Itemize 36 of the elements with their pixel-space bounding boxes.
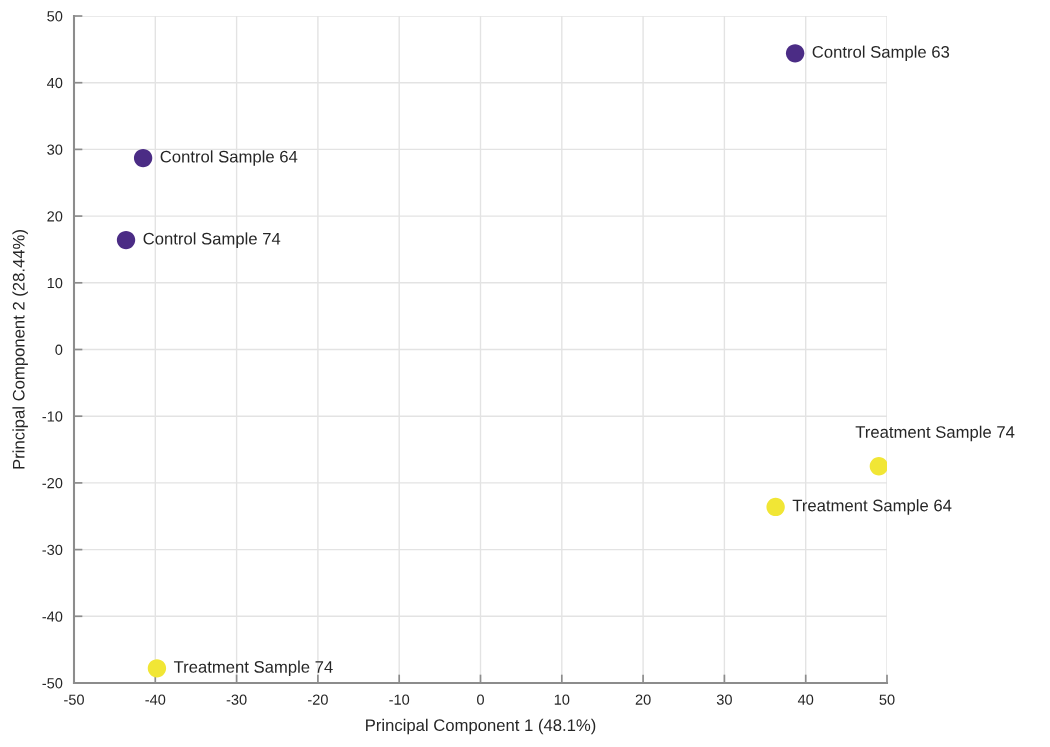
x-tick-label: -10: [389, 694, 410, 705]
x-tick-label: 30: [716, 694, 732, 705]
point: [147, 659, 167, 678]
annotation: Treatment Sample 74: [855, 425, 1015, 442]
x-tick-label: 0: [477, 694, 484, 705]
annotation: Treatment Sample 64: [792, 499, 952, 515]
x-tick-label: 50: [879, 694, 895, 705]
x-tick-label: -20: [308, 694, 328, 705]
annotation: Control Sample 74: [143, 232, 281, 248]
y-tick-label: 50: [47, 11, 63, 22]
y-tick-label: -40: [42, 611, 63, 622]
y-tick-label: 0: [55, 344, 63, 355]
x-tick-label: -30: [226, 694, 247, 705]
annotation: Treatment Sample 74: [173, 660, 333, 677]
y-tick-label: -20: [42, 478, 63, 489]
point: [785, 44, 805, 63]
x-tick-label: 20: [635, 694, 651, 705]
x-tick-label: 40: [797, 694, 814, 705]
point: [869, 457, 887, 476]
annotation: Control Sample 63: [812, 45, 950, 62]
point: [133, 148, 153, 168]
y-tick-label: 10: [47, 277, 63, 289]
y-tick-label: -10: [42, 411, 63, 422]
y-tick-label: -50: [42, 678, 63, 689]
x-axis-title: Principal Component 1 (48.1%): [366, 718, 596, 735]
point: [116, 230, 136, 250]
y-tick-label: 20: [47, 211, 63, 222]
y-tick-label: 30: [47, 144, 63, 155]
x-tick-label: 10: [554, 694, 570, 705]
point: [766, 497, 785, 517]
x-tick-label: -40: [145, 694, 166, 705]
x-tick-label: -50: [64, 694, 84, 705]
y-tick-label: 40: [47, 77, 63, 89]
annotation: Control Sample 64: [160, 150, 298, 166]
y-tick-label: -30: [42, 544, 63, 556]
y-axis-title: Principal Component 2 (28.44%): [12, 230, 28, 469]
